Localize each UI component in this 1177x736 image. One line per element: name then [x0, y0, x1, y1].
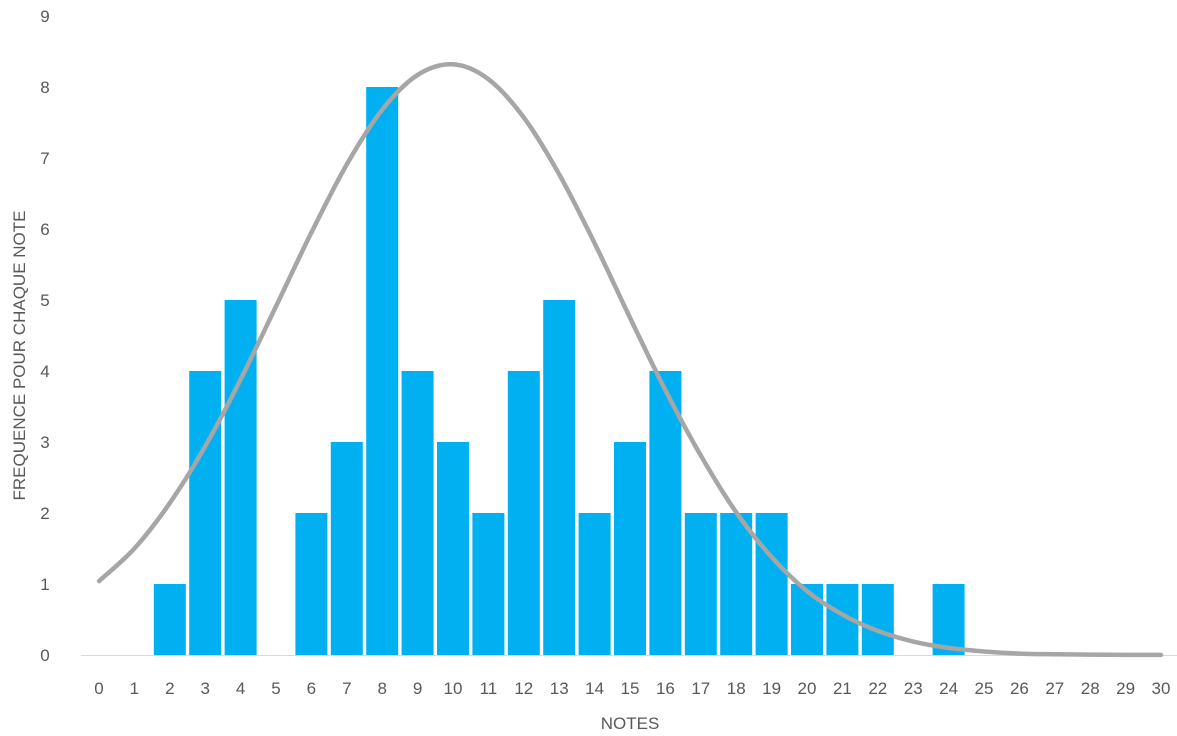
- y-tick-labels: 0 1 2 3 4 5 6 7 8 9: [40, 7, 49, 665]
- x-tick-label: 4: [236, 679, 245, 698]
- x-tick-label: 23: [904, 679, 923, 698]
- y-tick-label: 1: [40, 575, 49, 594]
- x-tick-label: 8: [377, 679, 386, 698]
- bar-18: [720, 513, 753, 655]
- bar-12: [507, 371, 540, 655]
- x-tick-label: 14: [585, 679, 604, 698]
- x-tick-label: 1: [130, 679, 139, 698]
- x-tick-label: 12: [514, 679, 533, 698]
- y-tick-label: 4: [40, 362, 49, 381]
- x-axis-title: NOTES: [601, 714, 660, 733]
- x-tick-label: 17: [691, 679, 710, 698]
- x-tick-label: 15: [621, 679, 640, 698]
- x-tick-label: 26: [1010, 679, 1029, 698]
- y-tick-label: 7: [40, 149, 49, 168]
- x-tick-label: 13: [550, 679, 569, 698]
- bar-24: [932, 584, 965, 655]
- x-tick-label: 19: [762, 679, 781, 698]
- y-tick-label: 3: [40, 433, 49, 452]
- bar-14: [578, 513, 611, 655]
- x-tick-label: 18: [727, 679, 746, 698]
- bar-16: [649, 371, 682, 655]
- bar-10: [437, 442, 469, 655]
- x-tick-label: 6: [307, 679, 316, 698]
- bar-6: [295, 513, 328, 655]
- y-tick-label: 2: [40, 504, 49, 523]
- x-tick-label: 22: [868, 679, 887, 698]
- bar-17: [684, 513, 717, 655]
- x-tick-label: 7: [342, 679, 351, 698]
- y-tick-label: 8: [40, 78, 49, 97]
- x-tick-label: 25: [975, 679, 994, 698]
- bar-7: [330, 442, 363, 655]
- y-tick-label: 6: [40, 220, 49, 239]
- y-tick-label: 9: [40, 7, 49, 26]
- x-tick-label: 24: [939, 679, 958, 698]
- x-tick-label: 2: [165, 679, 174, 698]
- x-tick-label: 3: [200, 679, 209, 698]
- x-tick-label: 20: [798, 679, 817, 698]
- bar-9: [401, 371, 434, 655]
- x-tick-labels: 0 1 2 3 4 5 6 7 8 9 10 11 12 13 14 15 16 17 18 19 20 21 22 23 24…: [94, 679, 1170, 698]
- bar-19: [755, 513, 788, 655]
- bar-11: [472, 513, 505, 655]
- bar-2: [153, 584, 186, 655]
- x-tick-label: 11: [480, 679, 498, 698]
- normal-curve: [96, 61, 1164, 658]
- bar-13: [543, 300, 576, 655]
- y-tick-label: 0: [40, 646, 49, 665]
- x-tick-label: 28: [1081, 679, 1100, 698]
- bar-3: [189, 371, 222, 655]
- x-tick-label: 10: [444, 679, 463, 698]
- bar-8: [366, 87, 399, 655]
- x-tick-label: 16: [656, 679, 675, 698]
- x-tick-label: 9: [413, 679, 422, 698]
- x-tick-label: 0: [94, 679, 103, 698]
- bar-22: [861, 584, 894, 655]
- bar-15: [614, 442, 646, 655]
- y-axis-title: FREQUENCE POUR CHAQUE NOTE: [10, 211, 29, 501]
- bar-20: [791, 584, 823, 655]
- x-tick-label: 5: [271, 679, 280, 698]
- bars-group: [153, 87, 965, 655]
- x-tick-label: 29: [1116, 679, 1135, 698]
- x-tick-label: 21: [833, 679, 852, 698]
- x-tick-label: 27: [1045, 679, 1064, 698]
- x-tick-label: 30: [1152, 679, 1171, 698]
- y-tick-label: 5: [40, 291, 49, 310]
